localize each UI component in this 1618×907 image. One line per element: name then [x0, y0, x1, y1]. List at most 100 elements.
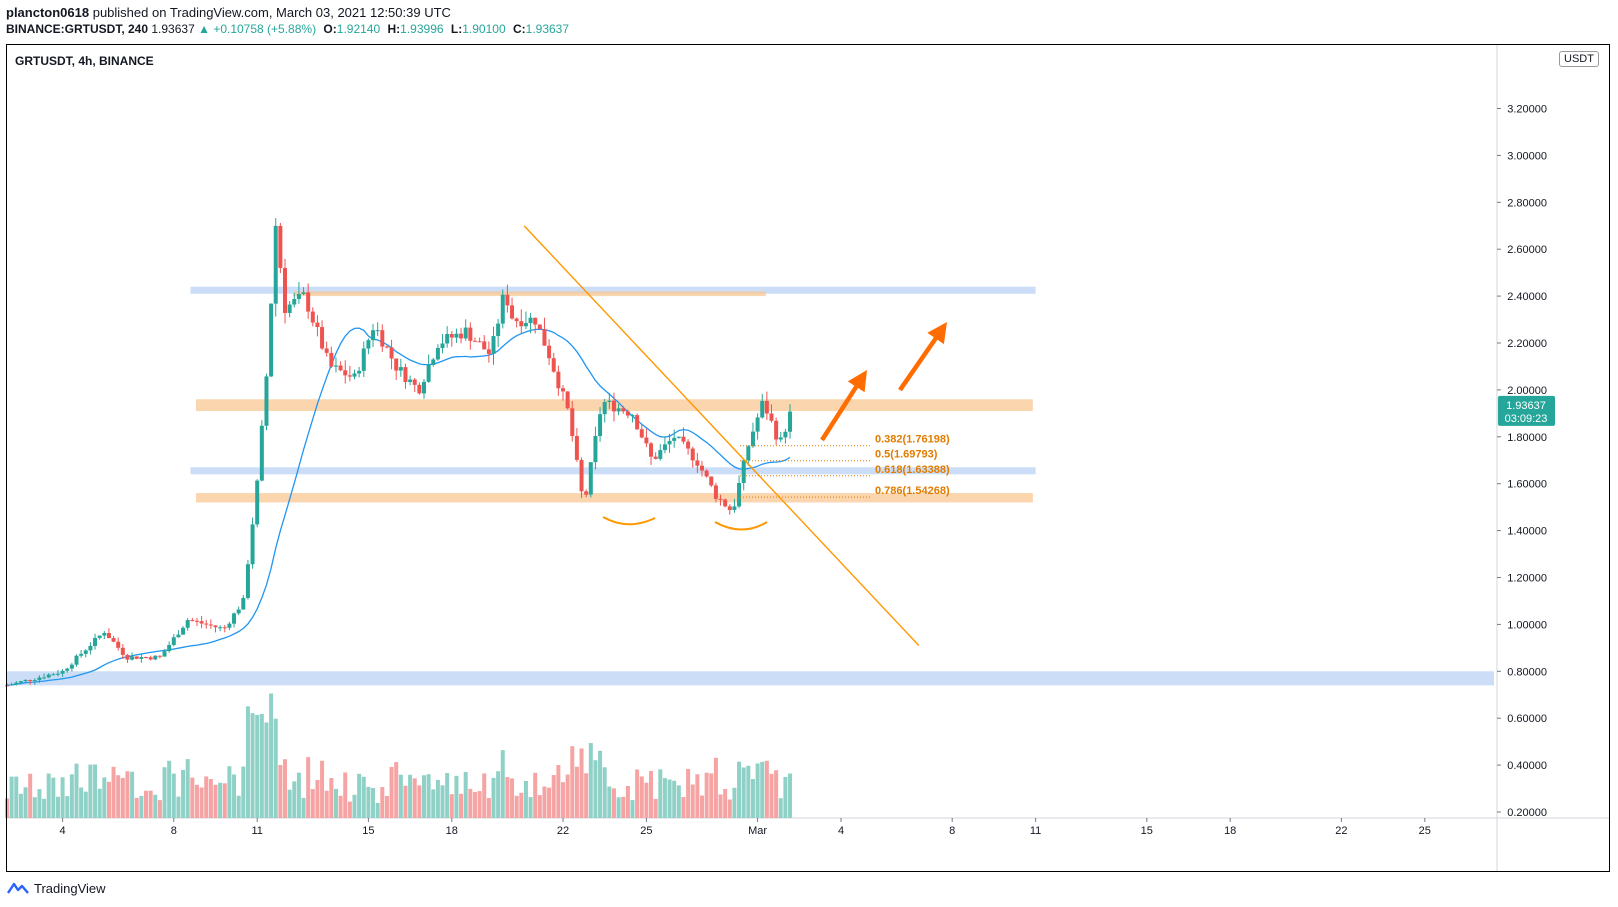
- candle-body: [250, 524, 255, 565]
- volume-bar: [14, 776, 19, 818]
- volume-bar: [199, 787, 204, 818]
- candle-body: [28, 679, 33, 681]
- volume-bar: [218, 782, 223, 818]
- candle-body: [32, 680, 37, 682]
- candle-body: [18, 681, 23, 683]
- volume-bar: [607, 786, 612, 818]
- volume-bar: [713, 757, 718, 818]
- candle-body: [700, 465, 704, 471]
- volume-bar: [283, 759, 287, 818]
- candle-body: [106, 633, 111, 639]
- author-name[interactable]: plancton0618: [6, 5, 90, 20]
- candle-body: [269, 303, 274, 377]
- volume-bar: [482, 773, 487, 818]
- candle-body: [477, 341, 482, 343]
- volume-bar: [375, 802, 380, 818]
- volume-bar: [440, 785, 445, 818]
- candle-body: [366, 340, 371, 349]
- candle-body: [408, 379, 413, 383]
- candle-body: [630, 415, 635, 417]
- candle-body: [222, 627, 227, 629]
- bar-countdown: 03:09:23: [1505, 413, 1548, 425]
- volume-bar: [139, 795, 144, 818]
- volume-bar: [574, 766, 579, 818]
- volume-bar: [602, 767, 607, 818]
- candle-body: [74, 655, 79, 665]
- volume-bar: [445, 773, 450, 818]
- candle-body: [264, 376, 269, 426]
- candle-body: [306, 292, 311, 312]
- volume-bar: [116, 775, 121, 818]
- volume-bar: [588, 743, 593, 818]
- volume-bar: [148, 790, 153, 818]
- volume-bar: [783, 776, 788, 818]
- volume-bar: [134, 797, 139, 818]
- candle-body: [422, 381, 426, 394]
- candle-body: [523, 323, 528, 327]
- candle-body: [120, 647, 125, 655]
- volume-bar: [681, 797, 686, 818]
- volume-bar: [296, 772, 301, 818]
- volume-bar: [389, 767, 394, 818]
- volume-bar: [264, 722, 269, 818]
- candle-body: [602, 401, 607, 415]
- candle-body: [440, 343, 445, 348]
- projection-arrow-2: [898, 322, 947, 392]
- volume-bar: [125, 771, 130, 818]
- volume-bar: [46, 773, 51, 818]
- candle-body: [371, 330, 376, 341]
- volume-bar: [514, 795, 519, 818]
- volume-bar: [662, 778, 667, 818]
- time-tick-label: 11: [1030, 825, 1041, 837]
- candle-body: [69, 664, 74, 669]
- volume-bar: [686, 768, 691, 818]
- candle-body: [171, 637, 176, 645]
- candle-body: [709, 476, 714, 486]
- volume-bar: [171, 773, 176, 818]
- volume-bar: [106, 781, 111, 818]
- volume-bar: [533, 772, 538, 818]
- candle-body: [125, 654, 130, 660]
- volume-bar: [190, 777, 195, 818]
- candle-body: [468, 327, 473, 341]
- currency-badge[interactable]: USDT: [1559, 51, 1599, 67]
- volume-bar: [537, 795, 542, 818]
- candle-body: [486, 349, 491, 354]
- volume-bar: [23, 787, 28, 818]
- volume-bar: [486, 798, 491, 818]
- volume-bar: [750, 779, 755, 818]
- volume-bar: [102, 777, 107, 818]
- volume-bar: [695, 774, 700, 818]
- candle-body: [584, 491, 589, 495]
- candle-body: [213, 625, 218, 628]
- candle-body: [788, 411, 793, 432]
- candle-body: [42, 677, 47, 679]
- volume-bar: [709, 773, 714, 818]
- candle-body: [496, 323, 501, 337]
- volume-bar: [528, 797, 533, 818]
- candle-body: [737, 483, 742, 507]
- tradingview-footer[interactable]: TradingView: [6, 880, 106, 896]
- price-tick-label: 2.20000: [1507, 338, 1547, 350]
- volume-bar: [598, 750, 603, 818]
- volume-bar: [611, 788, 616, 818]
- candle-body: [644, 437, 649, 444]
- publish-header: plancton0618 published on TradingView.co…: [6, 5, 451, 20]
- volume-bar: [93, 764, 98, 818]
- volume-bar: [287, 789, 292, 818]
- volume-bar: [250, 713, 255, 818]
- volume-bar: [83, 791, 88, 818]
- candle-body: [750, 431, 755, 447]
- support-zone-blue: [190, 286, 1036, 294]
- last-price-value: 1.93637: [1506, 400, 1546, 412]
- candle-body: [292, 299, 297, 305]
- volume-bar: [463, 771, 468, 818]
- volume-bar: [324, 790, 329, 818]
- candle-body: [695, 460, 700, 466]
- open-label: O:: [323, 22, 337, 36]
- volume-bar: [380, 787, 385, 818]
- volume-bar: [194, 784, 199, 818]
- candle-body: [445, 334, 450, 344]
- volume-bar: [570, 746, 575, 818]
